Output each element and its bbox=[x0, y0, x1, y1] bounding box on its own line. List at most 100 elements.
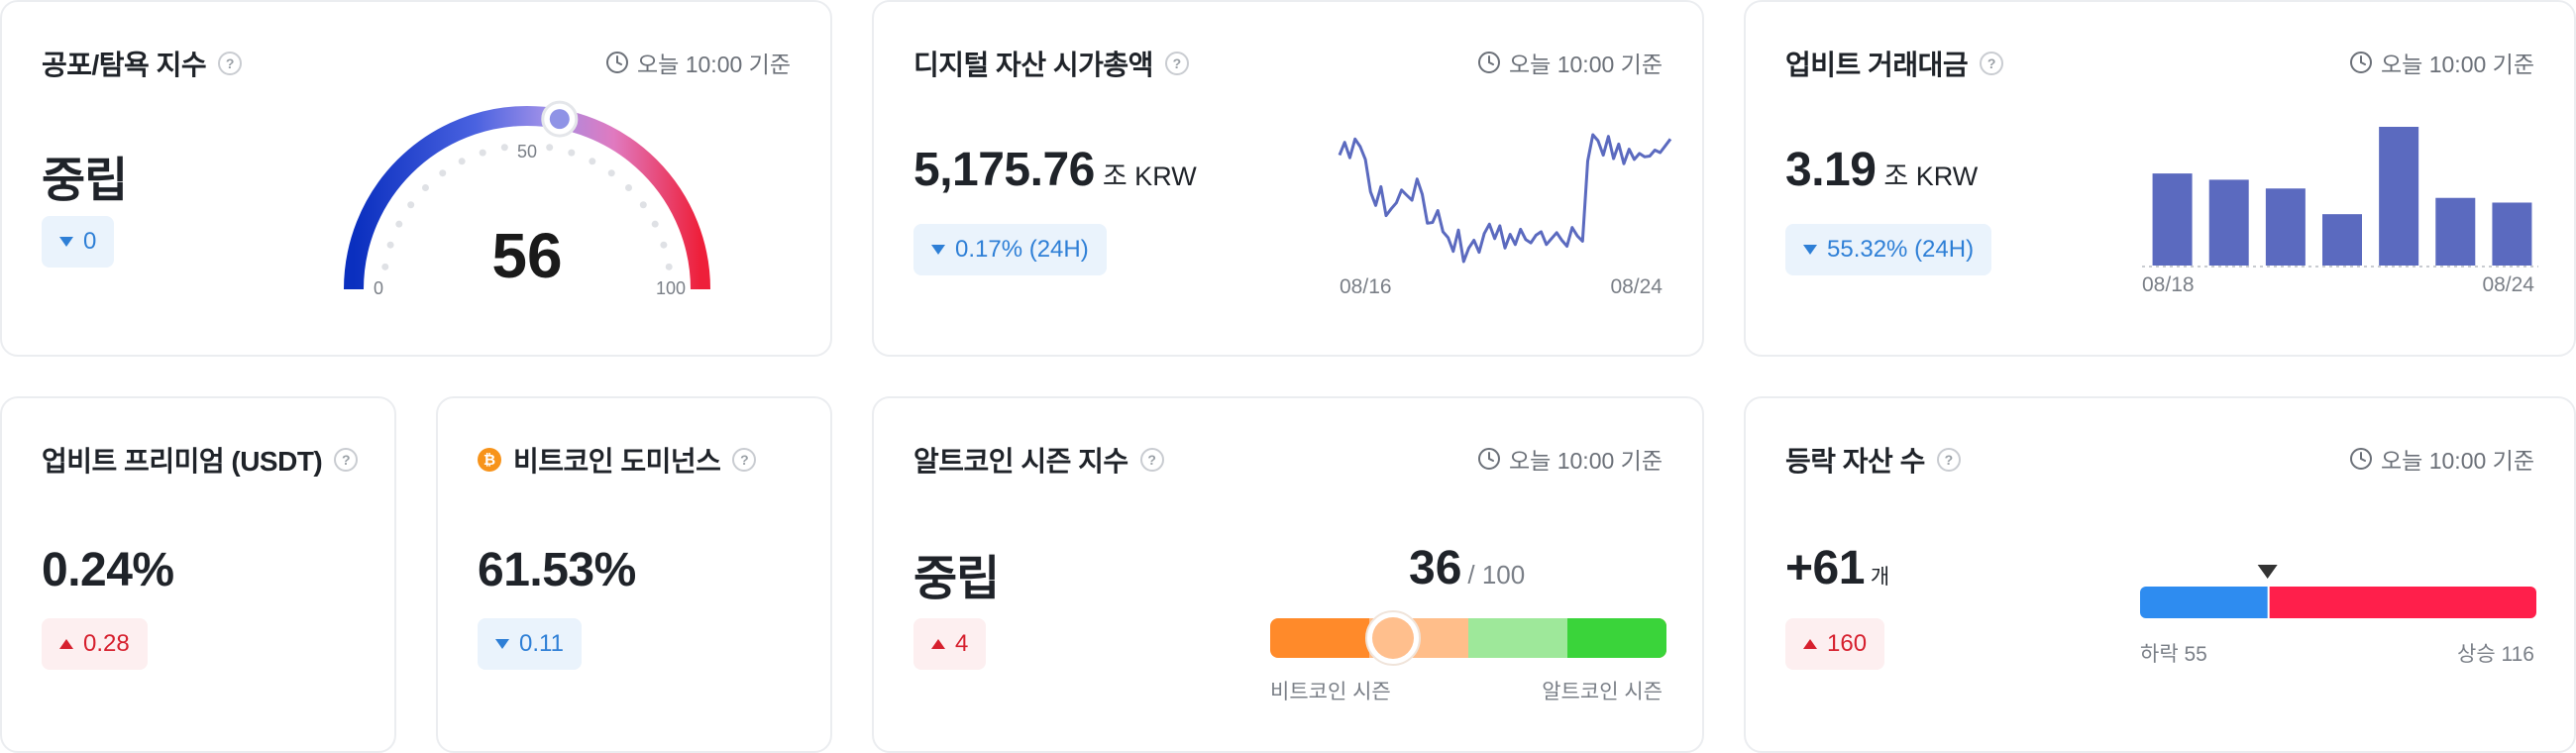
clock-icon bbox=[606, 52, 629, 73]
volume-bar-chart bbox=[2142, 127, 2538, 268]
advance-decline-card: 등락 자산 수 ? 오늘 10:00 기준 +61 개 160 하락 55 상승 … bbox=[1744, 396, 2576, 753]
season-knob bbox=[1372, 617, 1414, 659]
up-arrow-icon bbox=[931, 639, 945, 649]
down-arrow-icon bbox=[59, 237, 73, 247]
change-badge: 55.32% (24H) bbox=[1785, 224, 1992, 275]
volume-value: 3.19 조 KRW bbox=[1785, 143, 1978, 197]
market-cap-line-chart bbox=[1338, 133, 1672, 264]
card-title: 업비트 거래대금 bbox=[1785, 50, 1969, 80]
gauge-tick-dot bbox=[639, 201, 647, 209]
change-badge: 160 bbox=[1785, 618, 1885, 670]
change-value: 55.32% (24H) bbox=[1827, 236, 1975, 263]
card-title: 업비트 프리미엄 (USDT) bbox=[42, 446, 323, 477]
card-title: 디지털 자산 시가총액 bbox=[913, 50, 1153, 80]
fear-greed-card: 공포/탐욕 지수 ? 오늘 10:00 기준 중립 0 0 50 100 56 bbox=[0, 0, 832, 357]
gauge-tick-dot bbox=[625, 183, 633, 191]
chart-x-start: 08/18 bbox=[2142, 273, 2195, 296]
gauge-tick-dot bbox=[479, 149, 486, 157]
timestamp: 오늘 10:00 기준 bbox=[605, 46, 791, 79]
volume-bar bbox=[2322, 214, 2362, 266]
season-right-label: 알트코인 시즌 bbox=[1542, 681, 1663, 703]
season-left-label: 비트코인 시즌 bbox=[1270, 681, 1391, 703]
help-icon[interactable]: ? bbox=[732, 448, 757, 472]
change-value: 0.17% (24H) bbox=[955, 236, 1089, 263]
gauge-tick-dot bbox=[395, 220, 403, 228]
chart-x-end: 08/24 bbox=[2482, 273, 2534, 296]
dominance-value: 61.53% bbox=[478, 544, 636, 596]
value-unit: 개 bbox=[1870, 566, 1890, 589]
volume-bar bbox=[2492, 202, 2532, 266]
fear-greed-gauge: 0 50 100 56 bbox=[344, 100, 710, 298]
timestamp: 오늘 10:00 기준 bbox=[2349, 442, 2534, 476]
change-value: 0 bbox=[83, 228, 97, 255]
help-icon[interactable]: ? bbox=[1139, 448, 1164, 472]
help-icon[interactable]: ? bbox=[1936, 448, 1961, 472]
gauge-tick-dot bbox=[546, 144, 554, 152]
card-header: 등락 자산 수 ? bbox=[1785, 440, 1961, 480]
gauge-tick-max: 100 bbox=[656, 278, 686, 298]
gauge-tick-dot bbox=[381, 263, 389, 270]
gauge-knob bbox=[541, 100, 579, 138]
gauge-tick-dot bbox=[386, 241, 394, 249]
gauge-tick-dot bbox=[407, 201, 415, 209]
premium-value: 0.24% bbox=[42, 544, 174, 596]
value-number: 3.19 bbox=[1785, 144, 1877, 196]
premium-card: 업비트 프리미엄 (USDT) ? 0.24% 0.28 bbox=[0, 396, 396, 753]
gauge-ticks bbox=[381, 144, 673, 270]
value-unit: 조 KRW bbox=[1102, 161, 1197, 191]
volume-bar bbox=[2435, 197, 2476, 266]
decline-count-label: 하락 55 bbox=[2140, 643, 2207, 666]
value-number: 5,175.76 bbox=[913, 144, 1095, 196]
gauge-value: 56 bbox=[491, 220, 562, 291]
timestamp-label: 오늘 10:00 기준 bbox=[1509, 448, 1663, 474]
help-icon[interactable]: ? bbox=[1980, 52, 2004, 75]
timestamp-label: 오늘 10:00 기준 bbox=[2381, 52, 2534, 77]
card-header: 업비트 프리미엄 (USDT) ? bbox=[42, 440, 359, 480]
dominance-card: ₿ 비트코인 도미넌스 ? 61.53% 0.11 bbox=[436, 396, 832, 753]
down-arrow-icon bbox=[931, 245, 945, 255]
change-badge: 4 bbox=[913, 618, 987, 670]
change-badge: 0 bbox=[42, 216, 115, 268]
volume-bar bbox=[2152, 173, 2193, 266]
change-value: 160 bbox=[1827, 630, 1868, 657]
change-badge: 0.11 bbox=[478, 618, 582, 670]
clock-icon bbox=[2350, 52, 2373, 73]
change-badge: 0.28 bbox=[42, 618, 148, 670]
down-arrow-icon bbox=[1803, 245, 1817, 255]
help-icon[interactable]: ? bbox=[1164, 52, 1189, 75]
advance-segment bbox=[2269, 587, 2536, 618]
timestamp-label: 오늘 10:00 기준 bbox=[2381, 448, 2534, 474]
advance-count-label: 상승 116 bbox=[2457, 643, 2534, 666]
altcoin-score: 36/ 100 bbox=[1409, 541, 1525, 595]
gauge-tick-dot bbox=[660, 241, 668, 249]
help-icon[interactable]: ? bbox=[334, 448, 359, 472]
gauge-tick-dot bbox=[665, 263, 673, 270]
altcoin-season-card: 알트코인 시즌 지수 ? 오늘 10:00 기준 중립 4 36/ 100 비트… bbox=[872, 396, 1704, 753]
chart-x-start: 08/16 bbox=[1340, 275, 1392, 298]
clock-icon bbox=[2350, 448, 2373, 470]
season-segment bbox=[1567, 618, 1666, 658]
gauge-tick-dot bbox=[607, 169, 615, 177]
altcoin-status: 중립 bbox=[913, 553, 1000, 605]
card-title: 알트코인 시즌 지수 bbox=[913, 446, 1128, 477]
timestamp-label: 오늘 10:00 기준 bbox=[637, 52, 791, 77]
bitcoin-icon: ₿ bbox=[478, 448, 501, 472]
gauge-tick-min: 0 bbox=[374, 278, 383, 298]
timestamp: 오늘 10:00 기준 bbox=[1477, 46, 1663, 79]
fear-greed-status: 중립 bbox=[42, 155, 128, 207]
timestamp: 오늘 10:00 기준 bbox=[1477, 442, 1663, 476]
season-segment bbox=[1468, 618, 1567, 658]
market-cap-value: 5,175.76 조 KRW bbox=[913, 143, 1197, 197]
score-value: 36 bbox=[1409, 542, 1462, 594]
up-arrow-icon bbox=[59, 639, 73, 649]
gauge-tick-dot bbox=[500, 144, 508, 152]
help-icon[interactable]: ? bbox=[218, 52, 243, 75]
gauge-tick-dot bbox=[421, 183, 429, 191]
gauge-arc bbox=[344, 106, 710, 290]
gauge-knob-dot bbox=[549, 109, 570, 130]
down-arrow-icon bbox=[495, 639, 509, 649]
volume-bar bbox=[2208, 179, 2249, 266]
advance-decline-bar bbox=[2140, 565, 2536, 618]
card-header: 디지털 자산 시가총액 ? bbox=[913, 44, 1189, 83]
card-title: 비트코인 도미넌스 bbox=[513, 446, 721, 477]
